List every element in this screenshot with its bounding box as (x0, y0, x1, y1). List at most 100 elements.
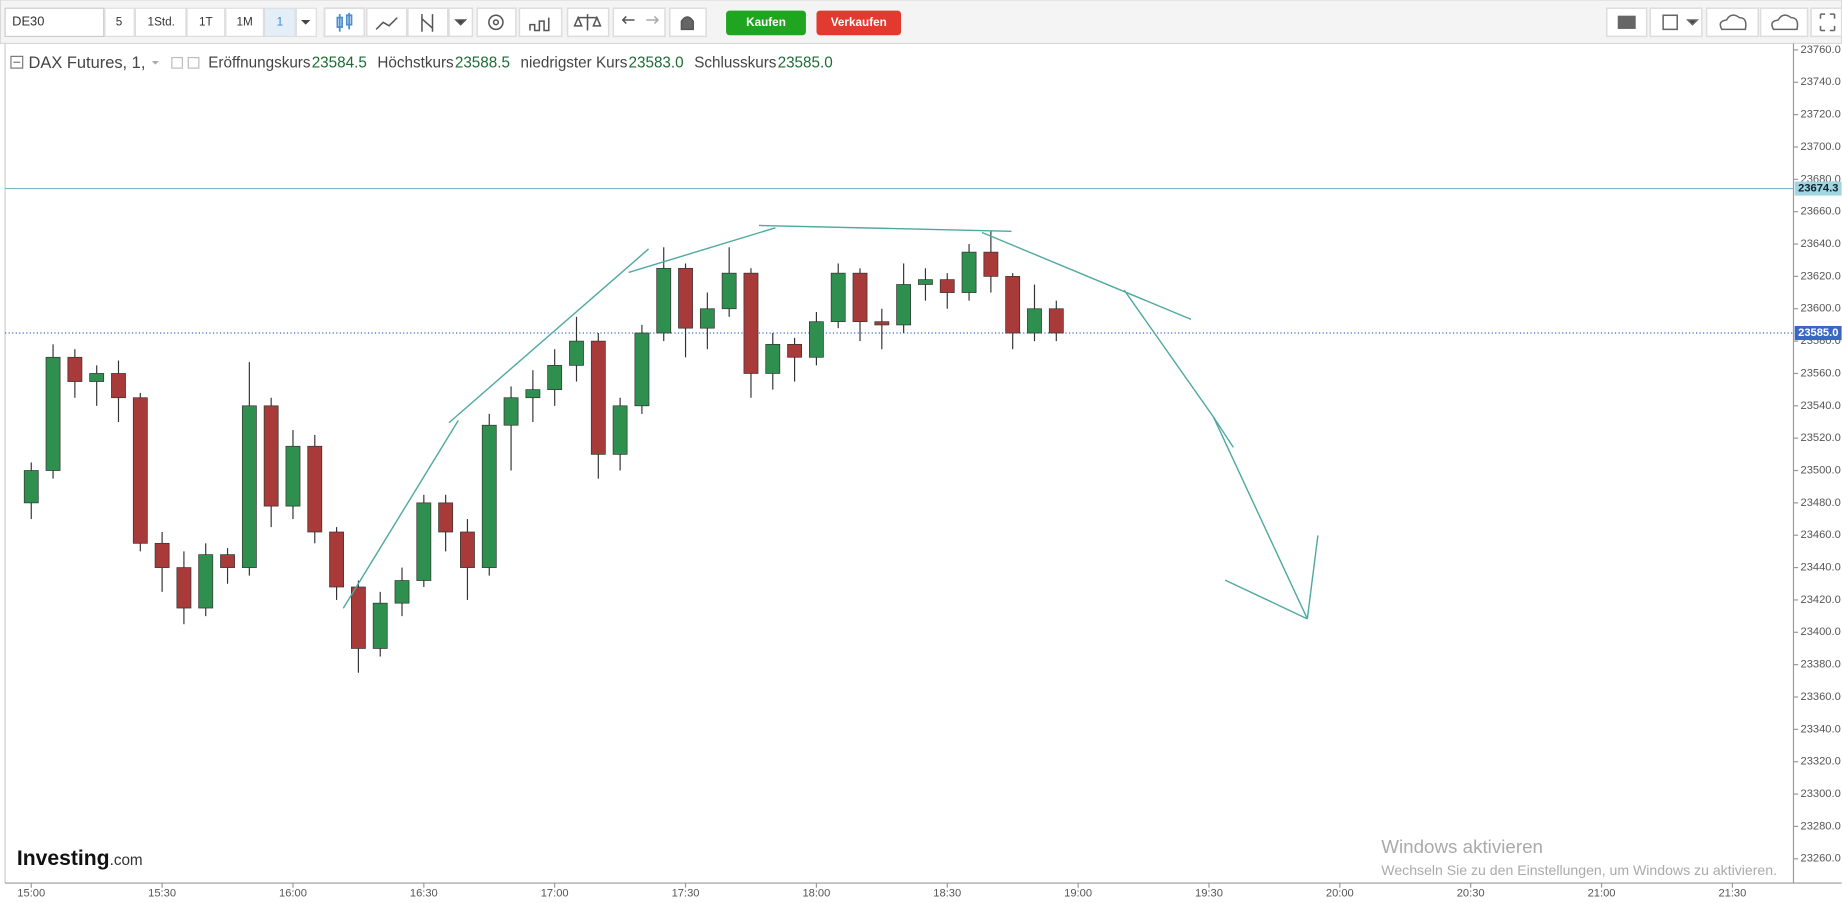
windows-text: Wechseln Sie zu den Einstellungen, um Wi… (1381, 862, 1777, 878)
candle-body (678, 267, 693, 329)
candle-body (1005, 276, 1021, 334)
candle-body (830, 272, 846, 323)
x-tick-label: 20:00 (1326, 888, 1354, 900)
field-value: 23583.0 (629, 54, 684, 71)
ohlc-fields: Eröffnungskurs 23584.5 Höchstkurs 23588.5 ni… (208, 54, 832, 71)
plot-area (5, 187, 1794, 673)
logo-brand: Investing (17, 847, 110, 870)
y-tick-label: 23620.0 (1801, 270, 1841, 282)
interval: 5 (116, 15, 123, 28)
candle-body (220, 554, 235, 568)
x-tick-label: 21:30 (1718, 888, 1746, 900)
y-tick-label: 23740.0 (1801, 76, 1841, 88)
candle-body (612, 405, 628, 455)
right-toolbar-icons[interactable] (1606, 7, 1842, 38)
level-label-box (1794, 181, 1842, 196)
toolbar-icons[interactable] (365, 7, 707, 38)
buy-button[interactable] (726, 10, 806, 36)
buy-label: Kaufen (746, 16, 786, 29)
y-tick-label: 23560.0 (1801, 367, 1841, 379)
interval-button[interactable] (134, 7, 187, 37)
candle-body (111, 373, 126, 399)
candle-body (569, 340, 584, 366)
candle-body (394, 580, 410, 604)
x-tick-label: 15:30 (148, 888, 176, 900)
candle-body (45, 356, 61, 471)
candle-body (1048, 308, 1064, 334)
y-tick-label: 23760.0 (1801, 44, 1841, 56)
level-label: 23674.3 (1798, 183, 1838, 195)
y-tick-label: 23700.0 (1801, 141, 1841, 153)
candle-body (939, 279, 955, 293)
y-tick-label: 23660.0 (1801, 206, 1841, 218)
trend-drawings (342, 224, 1319, 620)
field-value: 23585.0 (778, 54, 833, 71)
settings-icon[interactable] (171, 56, 183, 69)
candle-body (634, 332, 650, 407)
y-tick-label: 23600.0 (1801, 303, 1841, 315)
interval: 1T (199, 15, 213, 28)
candle-body (198, 554, 214, 609)
last-price-label: 23585.0 (1798, 327, 1838, 339)
candle-body (699, 308, 715, 329)
candle-body (154, 542, 170, 568)
candle-body (67, 356, 83, 382)
interval: 1 (277, 15, 284, 28)
candle-body (460, 531, 475, 568)
interval-button[interactable] (186, 7, 226, 37)
candle-body (787, 343, 802, 358)
interval-button-active[interactable] (264, 7, 296, 37)
candle-body (656, 267, 672, 334)
candle-body (918, 279, 933, 285)
candle-body (852, 272, 868, 323)
dropdown-arrow (300, 19, 311, 25)
candle-body (547, 365, 563, 390)
field-label: Schlusskurs (694, 54, 777, 71)
y-tick-label: 23540.0 (1801, 400, 1841, 412)
x-tick-label: 17:00 (541, 888, 569, 900)
y-tick-label: 23360.0 (1801, 691, 1841, 703)
candle-body (743, 272, 759, 374)
x-tick-label: 18:30 (933, 888, 961, 900)
candle-body (241, 405, 257, 568)
y-tick-label: 23300.0 (1801, 788, 1841, 800)
logo-suffix: .com (110, 852, 143, 869)
x-tick-label: 17:30 (672, 888, 700, 900)
field-label: Höchstkurs (377, 54, 454, 71)
field-label: Eröffnungskurs (208, 54, 311, 71)
name-dropdown[interactable] (151, 61, 159, 65)
candle-body (329, 531, 344, 588)
interval-button[interactable] (104, 7, 135, 37)
sell-button[interactable] (816, 10, 902, 36)
candle-body (351, 586, 366, 649)
candle-body (896, 284, 912, 326)
candle-body (23, 470, 39, 504)
candle-body (132, 397, 148, 544)
y-tick-label: 23340.0 (1801, 723, 1841, 735)
sell-label: Verkaufen (831, 16, 887, 29)
y-tick-label: 23260.0 (1801, 853, 1841, 865)
interval: 1M (236, 15, 252, 28)
y-tick-label: 23500.0 (1801, 464, 1841, 476)
y-tick-label: 23460.0 (1801, 529, 1841, 541)
candle-body (285, 445, 301, 507)
candle-body (372, 602, 388, 649)
y-tick-label: 23440.0 (1801, 562, 1841, 574)
field-value: 23588.5 (455, 54, 510, 71)
x-tick-label: 15:00 (17, 888, 45, 900)
hide-icon[interactable] (187, 56, 200, 69)
field-value: 23584.5 (312, 54, 367, 71)
candle-body (416, 502, 432, 581)
y-tick-label: 23720.0 (1801, 109, 1841, 121)
candle-type-icon[interactable] (323, 7, 366, 38)
candle-body (176, 567, 192, 609)
x-tick-label: 19:00 (1064, 888, 1092, 900)
interval-button[interactable] (225, 7, 265, 37)
x-tick-label: 21:00 (1588, 888, 1616, 900)
candle-body (721, 272, 737, 310)
candle-body (961, 251, 977, 293)
instrument-name: DAX Futures, 1, (29, 54, 146, 72)
collapse-icon[interactable] (10, 55, 24, 69)
symbol-input[interactable] (4, 7, 105, 37)
